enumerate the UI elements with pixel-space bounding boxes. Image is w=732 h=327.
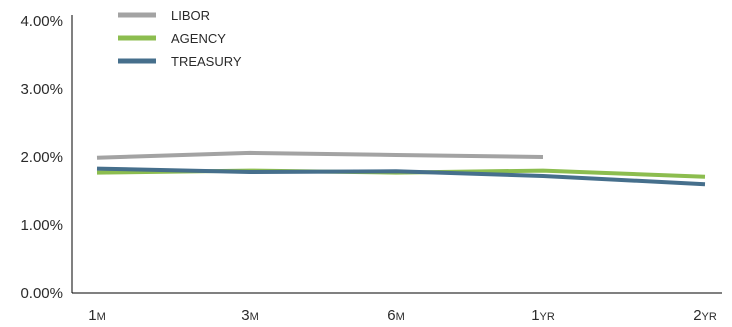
x-tick-unit: YR	[540, 311, 555, 323]
legend-label: AGENCY	[171, 31, 226, 46]
axes	[71, 15, 722, 294]
series-line-libor	[96, 150, 544, 160]
x-axis-ticks: 1M 3M 6M 1YR 2YR	[88, 307, 717, 324]
legend-label: LIBOR	[171, 8, 210, 23]
x-tick-label: 1M	[88, 307, 106, 324]
x-tick-label: 6M	[387, 307, 405, 324]
x-tick-unit: YR	[702, 311, 717, 323]
series-line-treasury	[96, 166, 706, 187]
series-lines	[96, 150, 706, 187]
y-tick-label: 3.00%	[20, 81, 63, 98]
y-tick-label: 2.00%	[20, 149, 63, 166]
x-tick-number: 1	[88, 307, 96, 324]
y-tick-label: 0.00%	[20, 285, 63, 302]
x-tick-unit: M	[250, 311, 259, 323]
legend-item-treasury: TREASURY	[118, 54, 242, 69]
legend-label: TREASURY	[171, 54, 242, 69]
x-tick-number: 3	[241, 307, 249, 324]
legend-item-agency: AGENCY	[118, 31, 226, 46]
x-tick-label: 2YR	[693, 307, 717, 324]
x-tick-unit: M	[97, 311, 106, 323]
x-tick-number: 1	[531, 307, 539, 324]
x-tick-number: 2	[693, 307, 701, 324]
y-tick-label: 1.00%	[20, 217, 63, 234]
x-tick-label: 1YR	[531, 307, 555, 324]
legend: LIBOR AGENCY TREASURY	[118, 8, 242, 69]
y-axis-ticks: 0.00% 1.00% 2.00% 3.00% 4.00%	[20, 13, 63, 302]
legend-item-libor: LIBOR	[118, 8, 210, 23]
x-tick-unit: M	[396, 311, 405, 323]
x-tick-number: 6	[387, 307, 395, 324]
y-tick-label: 4.00%	[20, 13, 63, 30]
x-tick-label: 3M	[241, 307, 259, 324]
